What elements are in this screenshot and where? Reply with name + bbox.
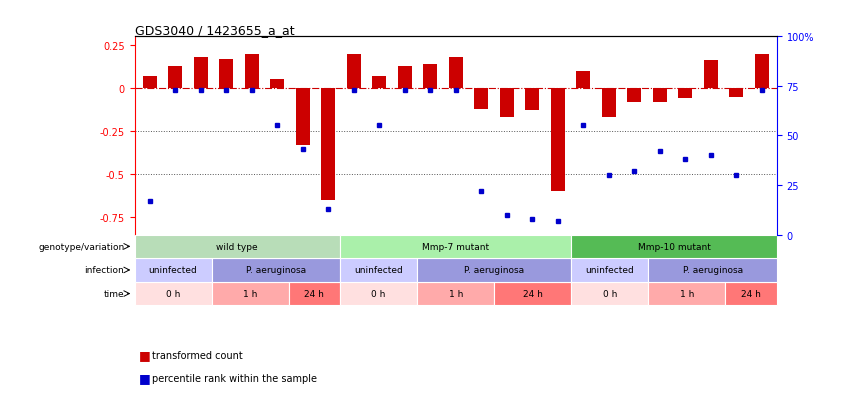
Bar [550, 89, 565, 192]
Text: uninfected: uninfected [148, 266, 197, 275]
Text: transformed count: transformed count [152, 350, 243, 360]
Bar [602, 89, 615, 118]
Bar [418, 259, 571, 282]
Text: genotype/variation: genotype/variation [38, 242, 124, 251]
Bar [220, 59, 233, 89]
Bar [212, 282, 289, 306]
Bar [168, 66, 182, 89]
Text: Mmp-7 mutant: Mmp-7 mutant [422, 242, 490, 251]
Text: percentile rank within the sample: percentile rank within the sample [152, 373, 317, 383]
Bar [398, 66, 411, 89]
Bar [135, 235, 340, 259]
Bar [372, 77, 386, 89]
Bar [135, 259, 212, 282]
Text: 24 h: 24 h [305, 290, 325, 298]
Text: 0 h: 0 h [166, 290, 181, 298]
Bar [424, 65, 437, 89]
Bar [704, 61, 718, 89]
Bar [245, 55, 259, 89]
Bar [648, 282, 726, 306]
Text: 1 h: 1 h [243, 290, 257, 298]
Bar [296, 89, 310, 145]
Bar [678, 89, 692, 99]
Bar [289, 282, 340, 306]
Bar [346, 55, 361, 89]
Text: uninfected: uninfected [586, 266, 635, 275]
Bar [525, 89, 539, 111]
Text: uninfected: uninfected [354, 266, 403, 275]
Bar [571, 259, 648, 282]
Text: 24 h: 24 h [741, 290, 761, 298]
Bar [571, 282, 648, 306]
Text: GDS3040 / 1423655_a_at: GDS3040 / 1423655_a_at [135, 24, 294, 37]
Bar [729, 89, 743, 97]
Bar [627, 89, 641, 102]
Text: Mmp-10 mutant: Mmp-10 mutant [638, 242, 711, 251]
Text: ■: ■ [139, 349, 151, 362]
Bar [418, 282, 494, 306]
Bar [648, 259, 777, 282]
Bar [571, 235, 777, 259]
Text: 1 h: 1 h [680, 290, 694, 298]
Text: time: time [103, 290, 124, 298]
Bar [340, 259, 418, 282]
Bar [500, 89, 514, 118]
Bar [270, 80, 285, 89]
Bar [576, 71, 590, 89]
Bar [754, 55, 768, 89]
Bar [653, 89, 667, 102]
Bar [143, 77, 157, 89]
Bar [321, 89, 335, 201]
Text: P. aeruginosa: P. aeruginosa [246, 266, 306, 275]
Bar [474, 89, 488, 109]
Bar [212, 259, 340, 282]
Text: ■: ■ [139, 371, 151, 385]
Text: 0 h: 0 h [602, 290, 617, 298]
Text: P. aeruginosa: P. aeruginosa [464, 266, 524, 275]
Bar [494, 282, 571, 306]
Bar [135, 282, 212, 306]
Bar [340, 282, 418, 306]
Text: wild type: wild type [216, 242, 258, 251]
Text: P. aeruginosa: P. aeruginosa [682, 266, 743, 275]
Text: infection: infection [84, 266, 124, 275]
Text: 0 h: 0 h [372, 290, 385, 298]
Bar [449, 58, 463, 89]
Text: 24 h: 24 h [523, 290, 542, 298]
Bar [726, 282, 777, 306]
Bar [340, 235, 571, 259]
Text: 1 h: 1 h [449, 290, 463, 298]
Bar [194, 58, 207, 89]
